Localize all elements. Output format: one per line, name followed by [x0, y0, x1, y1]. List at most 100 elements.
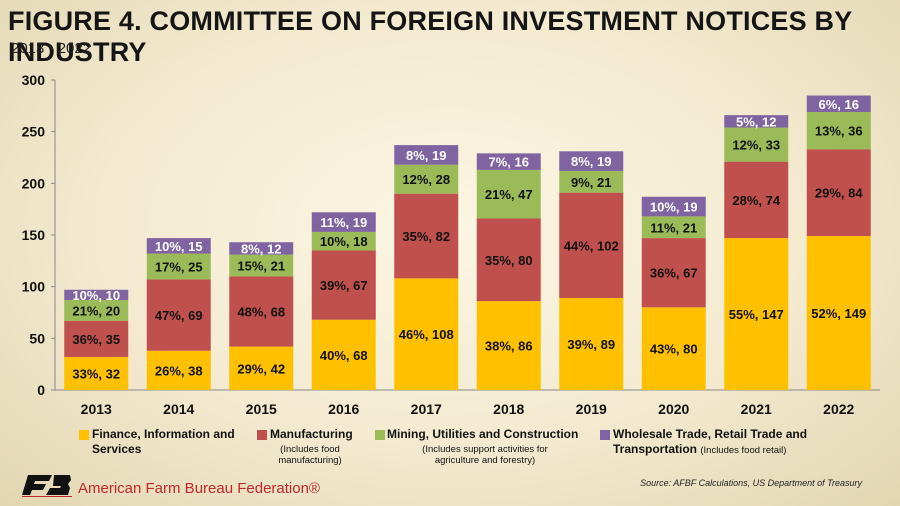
data-label: 39%, 89 — [567, 337, 615, 352]
chart-title: FIGURE 4. COMMITTEE ON FOREIGN INVESTMEN… — [8, 6, 852, 67]
data-label: 29%, 42 — [237, 361, 285, 376]
data-label: 48%, 68 — [237, 304, 285, 319]
bar-segment — [394, 164, 459, 194]
bar-segment — [146, 350, 211, 390]
bar-segment — [64, 289, 129, 301]
source-note: Source: AFBF Calculations, US Department… — [640, 478, 862, 488]
bar-segment — [806, 95, 871, 113]
bar-segment — [64, 320, 129, 357]
bar-segment — [724, 115, 789, 128]
bar-segment — [476, 153, 541, 170]
data-label: 9%, 21 — [571, 175, 611, 190]
legend-note-manufacturing: (Includes food manufacturing) — [278, 444, 342, 466]
y-tick-label: 200 — [22, 175, 46, 191]
bar-segment — [64, 356, 129, 390]
data-label: 8%, 19 — [406, 148, 446, 163]
bar-segment — [724, 161, 789, 239]
x-tick-label: 2022 — [823, 401, 854, 417]
data-label: 10%, 15 — [155, 239, 203, 254]
bar-segment — [641, 196, 706, 217]
data-label: 40%, 68 — [320, 348, 368, 363]
bar-segment — [806, 112, 871, 150]
y-tick-label: 250 — [22, 124, 46, 140]
bar-segment — [559, 151, 624, 171]
data-label: 10%, 19 — [650, 200, 698, 215]
data-label: 8%, 12 — [241, 241, 281, 256]
data-label: 11%, 19 — [320, 215, 367, 230]
data-label: 21%, 47 — [485, 187, 533, 202]
bar-segment — [641, 238, 706, 308]
data-label: 17%, 25 — [155, 260, 203, 275]
legend-label-manufacturing: Manufacturing — [270, 427, 353, 441]
data-label: 11%, 21 — [650, 220, 697, 235]
legend-swatch-finance — [79, 430, 89, 440]
data-label: 39%, 67 — [320, 278, 368, 293]
bar-segment — [229, 346, 294, 390]
data-label: 28%, 74 — [732, 193, 780, 208]
y-tick-label: 300 — [22, 72, 46, 88]
legend-label-finance: Finance, Information and Services — [92, 427, 235, 456]
x-tick-label: 2016 — [328, 401, 359, 417]
data-label: 29%, 84 — [815, 186, 863, 201]
x-tick-label: 2020 — [658, 401, 689, 417]
bar-segment — [641, 307, 706, 390]
bar-segment — [806, 149, 871, 237]
bar-segment — [559, 298, 624, 390]
bar-segment — [476, 169, 541, 219]
x-tick-label: 2018 — [493, 401, 524, 417]
x-tick-label: 2014 — [163, 401, 194, 417]
y-tick-label: 150 — [22, 227, 46, 243]
data-label: 36%, 67 — [650, 266, 698, 281]
bar-segment — [229, 242, 294, 255]
data-label: 6%, 16 — [819, 97, 859, 112]
data-label: 43%, 80 — [650, 342, 698, 357]
data-label: 7%, 16 — [489, 155, 529, 170]
y-tick-label: 0 — [37, 382, 45, 398]
data-label: 47%, 69 — [155, 308, 203, 323]
bar-segment — [724, 238, 789, 390]
data-label: 12%, 33 — [732, 138, 780, 153]
data-label: 13%, 36 — [815, 124, 863, 139]
bar-segment — [394, 278, 459, 390]
data-label: 21%, 20 — [72, 303, 120, 318]
data-label: 10%, 10 — [72, 288, 120, 303]
bar-segment — [311, 319, 376, 390]
data-label: 44%, 102 — [564, 238, 619, 253]
bar-segment — [311, 250, 376, 320]
chart-subtitle: 2013 - 2022 — [11, 40, 92, 57]
x-tick-label: 2021 — [741, 401, 772, 417]
bar-segment — [559, 170, 624, 193]
data-label: 36%, 35 — [72, 332, 120, 347]
data-label: 8%, 19 — [571, 154, 611, 169]
data-label: 12%, 28 — [402, 172, 450, 187]
legend-label-wholesale: Wholesale Trade, Retail Trade and Transpo… — [613, 427, 808, 456]
bar-segment — [146, 253, 211, 280]
bar-segment — [476, 218, 541, 302]
bar-segment — [641, 216, 706, 239]
data-label: 38%, 86 — [485, 339, 533, 354]
data-label: 26%, 38 — [155, 363, 203, 378]
organization-name: American Farm Bureau Federation® — [78, 480, 320, 497]
bar-segment — [476, 301, 541, 390]
legend-label-mining: Mining, Utilities and Construction — [387, 427, 579, 441]
bar-segment — [394, 145, 459, 165]
bar-segment — [394, 193, 459, 279]
bar-segment — [311, 212, 376, 232]
bar-segment — [724, 127, 789, 162]
x-tick-label: 2019 — [576, 401, 607, 417]
bar-segment — [806, 236, 871, 390]
data-label: 55%, 147 — [729, 307, 784, 322]
data-label: 46%, 108 — [399, 327, 454, 342]
bar-segment — [559, 192, 624, 299]
data-label: 10%, 18 — [320, 234, 368, 249]
x-tick-label: 2013 — [81, 401, 112, 417]
data-label: 52%, 149 — [811, 306, 866, 321]
x-tick-label: 2015 — [246, 401, 277, 417]
bar-segment — [229, 254, 294, 277]
y-tick-label: 50 — [29, 330, 45, 346]
legend-note-mining: (Includes support activities for agricult… — [422, 444, 548, 466]
x-tick-label: 2017 — [411, 401, 442, 417]
bar-segment — [229, 276, 294, 347]
legend-swatch-wholesale — [600, 430, 610, 440]
